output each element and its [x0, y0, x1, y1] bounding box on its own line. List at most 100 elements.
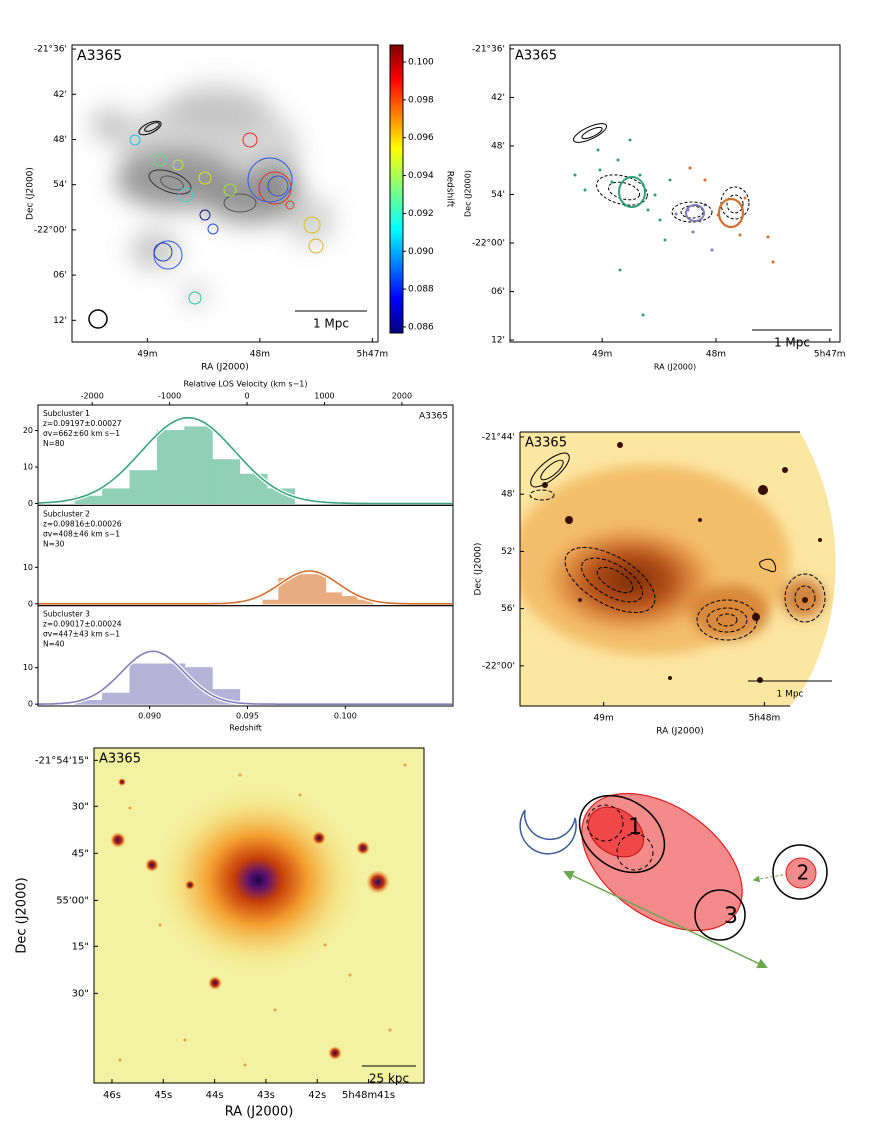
- x-axis-label: RA (J2000): [656, 727, 704, 737]
- x-tick-label: 0.090: [138, 712, 161, 721]
- histogram-bar: [129, 470, 158, 505]
- y-tick-label: 06': [491, 287, 505, 297]
- x-tick-label: 48m: [706, 350, 726, 360]
- member-galaxies: [572, 123, 775, 317]
- histogram-bar: [340, 596, 358, 605]
- label-3: 3: [724, 904, 738, 929]
- subcluster-annotation: N=80: [43, 439, 65, 448]
- x-tick-label: 49m: [592, 350, 612, 360]
- x-tick-label: 49m: [137, 350, 157, 360]
- x-tick-label: 46s: [103, 1090, 121, 1101]
- x-tick-label: 49m: [594, 714, 614, 724]
- fit-curve-outline: [38, 569, 452, 606]
- frame: [509, 44, 841, 343]
- y-tick-label: 0: [28, 700, 33, 709]
- colorbar-tick-label: 0.096: [408, 133, 434, 143]
- scale-bar-label: 1 Mpc: [776, 690, 803, 700]
- x-tick-label: 5h48m41s: [342, 1090, 395, 1101]
- colorbar-tick-label: 0.094: [408, 171, 434, 181]
- y-tick-label: 30": [72, 801, 89, 812]
- y-tick-label: -22°00': [482, 661, 515, 671]
- y-tick-label: 55'00": [56, 895, 89, 906]
- x2-tick-label: 0: [245, 392, 250, 401]
- y-tick-label: 15": [72, 941, 89, 952]
- x-axis-label: RA (J2000): [201, 363, 249, 373]
- panel-title: A3365: [99, 752, 141, 767]
- x-tick-label: 0.100: [334, 712, 357, 721]
- x-tick-label: 5h48m: [749, 714, 781, 724]
- histogram-bar: [102, 488, 131, 505]
- merger-ellipse: [581, 792, 743, 932]
- dashed-group: [616, 833, 654, 871]
- y-tick-label: 42': [491, 93, 505, 103]
- infall-arrow: [752, 873, 789, 883]
- histogram-bar: [293, 574, 311, 605]
- x-axis-label: RA (J2000): [654, 363, 696, 372]
- colorbar-tick-label: 0.100: [408, 58, 434, 68]
- y-tick-label: 45": [72, 848, 89, 859]
- y-tick-label: 12': [53, 316, 67, 326]
- subcluster-1-core: [587, 806, 645, 858]
- label-1: 1: [628, 815, 642, 840]
- frame: [93, 747, 425, 1084]
- y-tick-label: 54': [53, 180, 67, 190]
- panel-title: A3365: [525, 436, 567, 451]
- y-tick-label: 48': [53, 135, 67, 145]
- merger-diagram: 1 2 3: [519, 792, 828, 969]
- colorbar-tick-label: 0.098: [408, 95, 434, 105]
- x-tick-label: 48m: [250, 350, 270, 360]
- dashed-group: [586, 804, 624, 842]
- y-tick-label: 48': [501, 490, 515, 500]
- histogram-bar: [211, 459, 241, 505]
- colorbar-tick-label: 0.090: [408, 247, 434, 257]
- colorbar: [389, 44, 404, 334]
- subcluster-annotation: N=30: [43, 539, 65, 548]
- colorbar-label: Redshift: [445, 171, 455, 208]
- histogram-bar: [102, 692, 131, 705]
- y-tick-label: 10: [23, 463, 33, 472]
- frame: [519, 431, 800, 707]
- histogram-bar: [184, 426, 213, 505]
- y-tick-label: 0: [28, 499, 33, 508]
- y-tick-label: -21°44': [482, 432, 515, 442]
- x-tick-label: 0.095: [236, 712, 259, 721]
- x2-tick-label: -2000: [81, 392, 104, 401]
- axis-arrow: [563, 870, 768, 969]
- x-axis-label: RA (J2000): [225, 1105, 294, 1120]
- fit-curve-outline: [38, 649, 452, 707]
- x2-axis-label: Relative LOS Velocity (km s−1): [184, 380, 308, 389]
- histogram-bar: [309, 574, 327, 605]
- y-tick-label: -22°00': [34, 225, 67, 235]
- fit-curve: [37, 417, 452, 505]
- x-tick-label: 45s: [154, 1090, 172, 1101]
- y-tick-label: 56': [501, 604, 515, 614]
- y-tick-label: -21°36': [34, 45, 67, 55]
- xray-image: [520, 432, 836, 706]
- x2-tick-label: 2000: [392, 392, 412, 401]
- y-tick-label: -22°00': [472, 239, 505, 249]
- y-axis-label: Dec (J2000): [26, 167, 36, 220]
- optical-image: [94, 748, 424, 1083]
- panel-title: A3365: [77, 48, 122, 64]
- frame: [71, 44, 379, 343]
- histogram-bar: [156, 430, 186, 505]
- y-tick-label: 42': [53, 90, 67, 100]
- x-tick-label: 42s: [308, 1090, 326, 1101]
- y-tick-label: 06': [53, 271, 67, 281]
- subcluster-annotation: N=40: [43, 640, 65, 649]
- y-axis-label: Dec (J2000): [464, 170, 473, 217]
- subcluster-annotation: σv=408±46 km s−1: [43, 529, 120, 538]
- subcluster-1-outline: [578, 794, 666, 874]
- scale-bar-label: 1 Mpc: [774, 336, 810, 350]
- colorbar-tick-label: 0.092: [408, 209, 434, 219]
- x2-tick-label: 1000: [314, 392, 334, 401]
- fit-curve: [38, 650, 452, 705]
- subcluster-annotation: Subcluster 3: [43, 610, 90, 619]
- label-2: 2: [797, 861, 810, 885]
- subcluster-annotation: z=0.09197±0.00027: [43, 419, 122, 428]
- colorbar-tick-label: 0.088: [408, 285, 434, 295]
- y-axis-label: Dec (J2000): [15, 877, 30, 953]
- crescent: [519, 809, 577, 855]
- y-tick-label: 30": [72, 988, 89, 999]
